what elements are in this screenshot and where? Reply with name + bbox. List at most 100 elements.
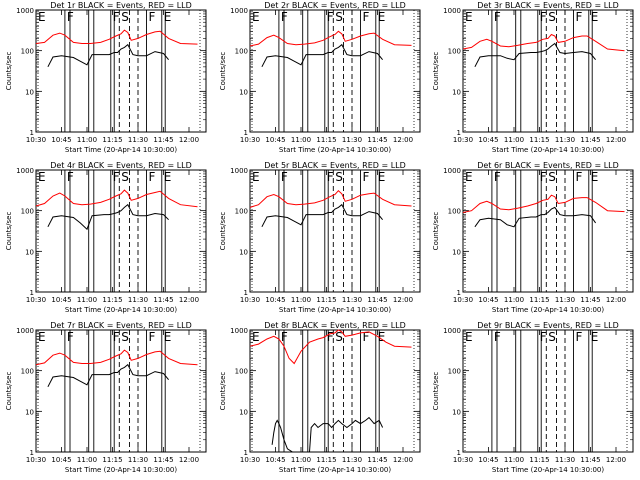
x-tick-label: 11:15	[102, 136, 122, 144]
x-tick-label: 11:00	[504, 296, 524, 304]
x-tick-label: 11:30	[342, 456, 362, 464]
interval-marker-label: E	[164, 10, 172, 24]
y-tick-label: 10	[239, 408, 248, 416]
y-tick-label: 10	[239, 248, 248, 256]
panel: Det 3r BLACK = Events, RED = LLD Counts/s…	[432, 1, 634, 154]
panel: Det 4r BLACK = Events, RED = LLD Counts/s…	[5, 161, 207, 314]
events-series-line	[474, 42, 596, 68]
interval-marker-label: S	[121, 10, 129, 24]
x-tick-label: 11:00	[504, 136, 524, 144]
panel-title: Det 7r BLACK = Events, RED = LLD	[50, 321, 192, 330]
x-axis-label: Start Time (20-Apr-14 10:30:00)	[279, 306, 391, 314]
interval-marker-label: S	[548, 330, 556, 344]
interval-marker-label: E	[465, 10, 473, 24]
lld-series-line	[462, 194, 625, 213]
interval-marker-label: F	[363, 330, 370, 344]
x-tick-label: 10:45	[265, 136, 285, 144]
interval-marker-label: E	[591, 330, 599, 344]
events-series-line	[271, 416, 384, 453]
panel: Det 6r BLACK = Events, RED = LLD Counts/s…	[432, 161, 634, 314]
plot-frame	[462, 329, 634, 453]
x-axis-label: Start Time (20-Apr-14 10:30:00)	[65, 306, 177, 314]
x-tick-label: 11:15	[316, 456, 336, 464]
x-tick-label: 11:15	[102, 456, 122, 464]
x-tick-label: 12:00	[606, 136, 626, 144]
interval-marker-label: E	[252, 10, 260, 24]
interval-marker-label: F	[67, 10, 74, 24]
x-tick-label: 11:45	[153, 136, 173, 144]
x-tick-label: 11:15	[102, 296, 122, 304]
lld-series-line	[35, 29, 198, 45]
interval-marker-label: F	[576, 330, 583, 344]
x-tick-label: 12:00	[393, 296, 413, 304]
panel-title: Det 8r BLACK = Events, RED = LLD	[264, 321, 406, 330]
y-tick-label: 1	[244, 129, 248, 137]
x-axis-label: Start Time (20-Apr-14 10:30:00)	[65, 146, 177, 154]
x-tick-label: 11:00	[77, 296, 97, 304]
interval-marker-label: F	[494, 330, 501, 344]
events-series-line	[47, 363, 169, 388]
interval-marker-label: F	[576, 10, 583, 24]
interval-marker-label: F	[494, 10, 501, 24]
x-tick-label: 10:45	[51, 296, 71, 304]
interval-marker-label: F	[149, 330, 156, 344]
x-tick-label: 11:00	[77, 456, 97, 464]
plot-frame	[249, 9, 421, 133]
y-tick-label: 100	[235, 208, 248, 216]
x-axis-label: Start Time (20-Apr-14 10:30:00)	[492, 146, 604, 154]
y-tick-label: 100	[448, 368, 461, 376]
panel: Det 1r BLACK = Events, RED = LLD Counts/s…	[5, 1, 207, 154]
x-tick-label: 11:45	[580, 456, 600, 464]
interval-marker-label: F	[540, 330, 547, 344]
x-tick-label: 10:30	[453, 296, 473, 304]
x-tick-label: 10:30	[26, 136, 46, 144]
interval-marker-label: F	[540, 10, 547, 24]
x-tick-label: 11:00	[504, 456, 524, 464]
y-axis-label: Counts/sec	[219, 212, 227, 251]
interval-marker-label: E	[591, 170, 599, 184]
interval-marker-label: E	[465, 330, 473, 344]
lld-series-line	[462, 33, 625, 52]
x-axis-label: Start Time (20-Apr-14 10:30:00)	[279, 146, 391, 154]
x-tick-label: 10:30	[26, 296, 46, 304]
y-tick-label: 1	[30, 449, 34, 457]
x-tick-label: 11:30	[342, 136, 362, 144]
panel-title: Det 5r BLACK = Events, RED = LLD	[264, 161, 406, 170]
y-axis-label: Counts/sec	[5, 372, 13, 411]
panel-title: Det 2r BLACK = Events, RED = LLD	[264, 1, 406, 10]
x-tick-label: 10:45	[478, 296, 498, 304]
y-tick-label: 1000	[443, 7, 461, 15]
panel-title: Det 3r BLACK = Events, RED = LLD	[477, 1, 619, 10]
y-tick-label: 100	[235, 368, 248, 376]
y-tick-label: 1000	[443, 327, 461, 335]
interval-marker-label: F	[576, 170, 583, 184]
plot-frame	[35, 329, 207, 453]
y-tick-label: 10	[452, 88, 461, 96]
x-tick-label: 11:00	[291, 296, 311, 304]
y-tick-label: 100	[235, 48, 248, 56]
x-tick-label: 12:00	[606, 296, 626, 304]
interval-marker-label: E	[38, 170, 46, 184]
x-tick-label: 11:00	[77, 136, 97, 144]
interval-marker-label: E	[38, 330, 46, 344]
lld-series-line	[35, 349, 198, 366]
x-tick-label: 12:00	[179, 296, 199, 304]
x-tick-label: 11:45	[367, 136, 387, 144]
interval-marker-label: E	[164, 330, 172, 344]
y-tick-label: 1000	[230, 167, 248, 175]
interval-marker-label: E	[378, 10, 386, 24]
interval-marker-label: F	[149, 170, 156, 184]
x-tick-label: 11:15	[529, 296, 549, 304]
panel: Det 8r BLACK = Events, RED = LLD Counts/s…	[219, 321, 421, 474]
interval-marker-label: F	[281, 10, 288, 24]
interval-marker-label: F	[363, 10, 370, 24]
y-tick-label: 10	[25, 248, 34, 256]
x-tick-label: 12:00	[179, 456, 199, 464]
panel: Det 5r BLACK = Events, RED = LLD Counts/s…	[219, 161, 421, 314]
x-tick-label: 11:15	[316, 136, 336, 144]
y-tick-label: 10	[25, 88, 34, 96]
y-axis-label: Counts/sec	[5, 52, 13, 91]
x-tick-label: 11:30	[342, 296, 362, 304]
y-tick-label: 100	[448, 208, 461, 216]
